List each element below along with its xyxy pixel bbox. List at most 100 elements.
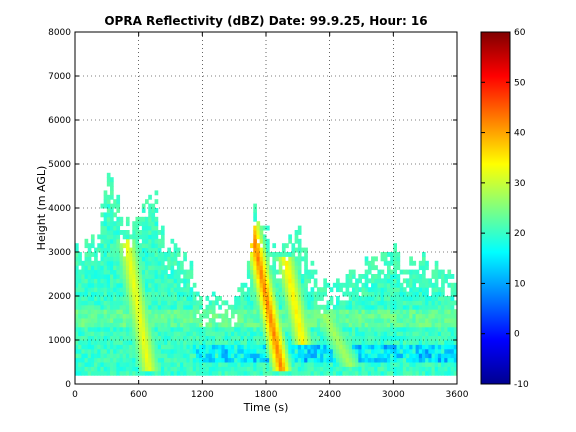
- heatmap-cell: [116, 252, 121, 257]
- heatmap-cell: [183, 287, 187, 293]
- heatmap-cell: [266, 243, 270, 249]
- heatmap-cell: [176, 282, 181, 288]
- heatmap-cell: [145, 216, 149, 222]
- heatmap-cell: [323, 278, 327, 284]
- heatmap-cell: [106, 331, 111, 337]
- heatmap-cell: [412, 335, 417, 341]
- heatmap-cell: [94, 300, 98, 306]
- heatmap-cell: [208, 304, 213, 310]
- heatmap-cell: [103, 331, 108, 337]
- x-tick-label: 0: [72, 390, 78, 400]
- heatmap-cell: [304, 313, 308, 319]
- heatmap-cell: [84, 309, 89, 315]
- heatmap-cell: [364, 326, 369, 332]
- heatmap-cell: [431, 370, 436, 376]
- heatmap-cell: [167, 366, 171, 372]
- heatmap-cell: [425, 291, 429, 297]
- heatmap-cell: [288, 370, 292, 376]
- heatmap-cell: [237, 340, 242, 345]
- heatmap-cell: [90, 291, 95, 297]
- heatmap-cell: [364, 357, 369, 363]
- heatmap-cell: [129, 357, 133, 363]
- heatmap-cell: [221, 318, 226, 323]
- heatmap-cell: [425, 326, 429, 332]
- heatmap-cell: [192, 362, 197, 367]
- heatmap-cell: [412, 287, 417, 293]
- heatmap-cell: [396, 278, 401, 284]
- heatmap-cell: [97, 357, 101, 363]
- heatmap-cell: [97, 326, 101, 332]
- heatmap-cell: [122, 309, 127, 315]
- heatmap-cell: [304, 247, 308, 253]
- heatmap-cell: [288, 366, 292, 372]
- heatmap-cell: [313, 357, 318, 363]
- heatmap-cell: [272, 318, 277, 323]
- heatmap-cell: [154, 238, 159, 244]
- heatmap-cell: [256, 221, 261, 227]
- heatmap-cell: [186, 340, 191, 345]
- heatmap-cell: [285, 291, 289, 297]
- heatmap-cell: [288, 340, 292, 345]
- heatmap-cell: [78, 362, 82, 367]
- heatmap-cell: [148, 296, 152, 301]
- heatmap-cell: [81, 282, 86, 288]
- heatmap-cell: [329, 357, 334, 363]
- heatmap-cell: [122, 362, 127, 367]
- heatmap-cell: [390, 256, 394, 262]
- heatmap-cell: [310, 291, 315, 297]
- heatmap-cell: [323, 362, 327, 367]
- heatmap-cell: [243, 309, 248, 315]
- heatmap-cell: [215, 326, 219, 332]
- heatmap-cell: [250, 282, 254, 288]
- heatmap-cell: [100, 313, 105, 319]
- heatmap-cell: [320, 370, 324, 376]
- heatmap-cell: [145, 225, 149, 231]
- heatmap-cell: [122, 313, 127, 319]
- heatmap-cell: [275, 353, 280, 359]
- heatmap-cell: [336, 366, 340, 372]
- heatmap-cell: [402, 331, 407, 337]
- heatmap-cell: [125, 335, 130, 341]
- heatmap-cell: [75, 287, 79, 293]
- heatmap-cell: [100, 331, 105, 337]
- heatmap-cell: [450, 344, 455, 350]
- heatmap-cell: [211, 344, 216, 350]
- heatmap-cell: [100, 282, 105, 288]
- heatmap-cell: [409, 348, 413, 354]
- heatmap-cell: [138, 309, 143, 315]
- heatmap-cell: [383, 291, 388, 297]
- heatmap-cell: [87, 370, 92, 376]
- heatmap-cell: [431, 348, 436, 354]
- heatmap-cell: [291, 282, 296, 288]
- heatmap-cell: [342, 362, 347, 367]
- heatmap-cell: [336, 322, 340, 328]
- heatmap-cell: [141, 340, 146, 345]
- heatmap-cell: [103, 348, 108, 354]
- heatmap-cell: [358, 340, 362, 345]
- heatmap-cell: [183, 291, 187, 297]
- heatmap-cell: [173, 260, 178, 266]
- heatmap-cell: [444, 362, 448, 367]
- heatmap-cell: [106, 181, 111, 187]
- heatmap-cell: [186, 287, 191, 293]
- heatmap-cell: [393, 282, 398, 288]
- heatmap-cell: [75, 260, 79, 266]
- heatmap-cell: [402, 304, 407, 310]
- heatmap-cell: [81, 260, 86, 266]
- heatmap-cell: [154, 230, 159, 235]
- heatmap-cell: [418, 366, 423, 372]
- heatmap-cell: [253, 362, 257, 367]
- heatmap-cell: [75, 243, 79, 249]
- heatmap-cell: [211, 326, 216, 332]
- heatmap-cell: [151, 331, 156, 337]
- heatmap-cell: [278, 296, 283, 301]
- heatmap-cell: [234, 326, 238, 332]
- heatmap-cell: [141, 269, 146, 275]
- heatmap-cell: [90, 234, 95, 240]
- heatmap-cell: [180, 331, 184, 337]
- heatmap-cell: [211, 370, 216, 376]
- heatmap-cell: [393, 287, 398, 293]
- heatmap-cell: [154, 344, 159, 350]
- heatmap-cell: [288, 278, 292, 284]
